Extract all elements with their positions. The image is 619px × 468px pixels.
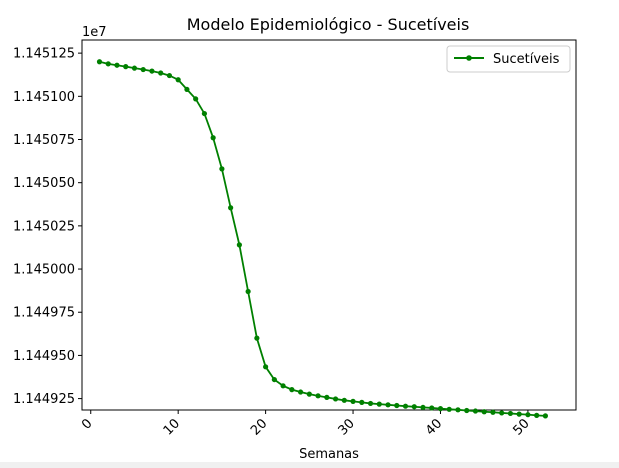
data-point (297, 389, 304, 395)
data-point (455, 407, 461, 413)
legend-marker-sample (466, 55, 472, 61)
x-tick-label: 20 (248, 416, 270, 438)
y-tick-label: 1.145075 (13, 133, 75, 148)
x-tick-label: 10 (161, 416, 183, 438)
data-point (402, 403, 409, 409)
chart-title: Modelo Epidemiológico - Sucetíveis (187, 15, 470, 34)
data-point (140, 66, 146, 73)
data-point (254, 335, 260, 341)
y-tick-label: 1.144950 (13, 349, 75, 364)
data-point (166, 72, 173, 79)
x-tick-label: 30 (336, 416, 358, 438)
data-point (490, 409, 496, 415)
data-point (306, 391, 312, 397)
data-point (472, 408, 479, 414)
data-point (516, 411, 522, 417)
y-tick-label: 1.145025 (13, 219, 75, 234)
data-point (280, 383, 286, 389)
y-tick-label: 1.145000 (13, 263, 75, 278)
data-point (534, 412, 540, 418)
data-point (236, 242, 242, 248)
series-line (99, 60, 546, 417)
x-tick-label: 50 (510, 416, 532, 438)
data-point (96, 59, 103, 65)
y-offset-label: 1e7 (82, 25, 107, 40)
data-point (105, 61, 111, 67)
data-point (507, 410, 514, 417)
y-tick-label: 1.145100 (13, 90, 75, 105)
y-tick-label: 1.144975 (13, 306, 75, 321)
data-point (394, 402, 400, 409)
data-point (359, 399, 365, 405)
data-point (228, 205, 234, 211)
data-point (411, 404, 417, 410)
data-point (350, 398, 356, 404)
x-axis: 0 10 20 30 40 50 (79, 410, 533, 439)
data-point (437, 406, 444, 412)
y-tick-label: 1.145125 (13, 47, 75, 62)
data-point (289, 387, 295, 393)
x-tick-label: 40 (423, 416, 445, 438)
data-point (201, 110, 208, 117)
data-point (184, 86, 190, 93)
series-layer (96, 59, 548, 419)
data-point (446, 406, 452, 412)
data-point (210, 135, 216, 141)
data-point (464, 407, 470, 414)
data-point (193, 96, 199, 102)
data-point (341, 397, 347, 403)
data-point (481, 409, 487, 415)
data-point (542, 413, 548, 419)
data-point (367, 400, 374, 407)
data-point (332, 396, 339, 402)
legend-label: Sucetíveis (493, 52, 560, 67)
legend: Sucetíveis (446, 45, 571, 73)
data-point (271, 376, 277, 383)
y-tick-label: 1.144925 (13, 392, 75, 407)
legend-box (446, 45, 571, 73)
data-point (324, 394, 330, 400)
x-axis-label: Semanas (299, 447, 359, 462)
data-point (525, 412, 531, 418)
data-point (245, 288, 251, 295)
data-point (315, 393, 321, 399)
data-point (175, 77, 181, 83)
data-point (149, 68, 155, 74)
data-point (376, 401, 382, 407)
y-tick-label: 1.145050 (13, 176, 75, 191)
data-point (499, 410, 505, 416)
data-point (114, 62, 120, 68)
data-point (131, 65, 138, 71)
data-point (263, 364, 269, 370)
data-point (158, 70, 164, 76)
data-point (219, 166, 225, 172)
data-point (385, 402, 391, 408)
y-axis: 1.144925 1.144950 1.144975 1.145000 1.145025… (13, 47, 82, 407)
x-tick-label: 0 (79, 416, 95, 432)
data-point (123, 64, 129, 70)
plot-area (81, 39, 577, 411)
data-point (420, 404, 426, 411)
data-point (429, 405, 435, 411)
